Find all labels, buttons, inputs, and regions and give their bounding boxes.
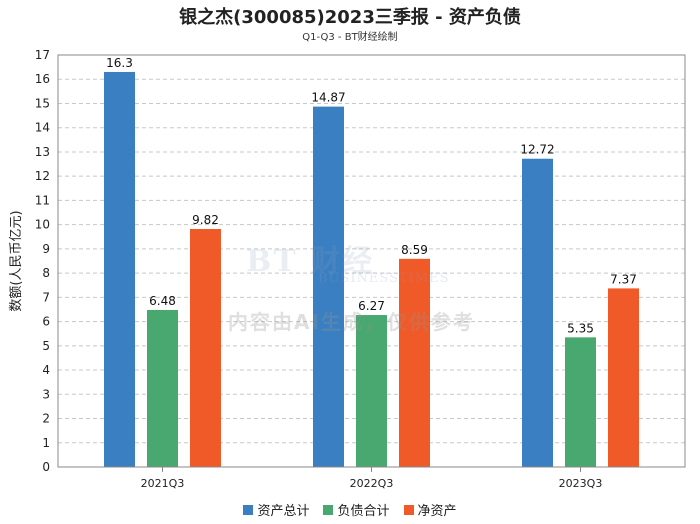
plot-frame <box>57 54 686 468</box>
bar-liabilities-2023Q3[interactable] <box>565 337 596 467</box>
data-label: 9.82 <box>192 213 219 227</box>
bar-net-assets-2023Q3[interactable] <box>608 288 639 467</box>
data-label: 14.87 <box>311 91 345 105</box>
legend-swatch-assets <box>243 504 254 515</box>
y-tick-label: 15 <box>35 96 50 110</box>
data-label: 16.3 <box>106 56 133 70</box>
bar-net-assets-2022Q3[interactable] <box>399 258 430 467</box>
x-tick-label: 2021Q3 <box>141 477 185 490</box>
legend-swatch-liabilities <box>323 504 334 515</box>
y-tick-label: 2 <box>42 412 50 426</box>
legend-label-liabilities: 负债合计 <box>337 504 390 519</box>
watermark-text: 内容由AI生成，仅供参考 <box>228 310 475 334</box>
bars <box>104 71 639 468</box>
y-tick-label: 10 <box>35 218 50 232</box>
x-axis-ticks: 2021Q3 2022Q3 2023Q3 <box>141 467 603 490</box>
bar-liabilities-2021Q3[interactable] <box>147 309 178 467</box>
y-tick-label: 5 <box>42 339 50 353</box>
legend-swatch-net-assets <box>403 504 414 515</box>
data-label: 6.27 <box>358 299 385 313</box>
y-tick-label: 16 <box>35 72 50 86</box>
bar-assets-2021Q3[interactable] <box>104 71 135 467</box>
data-label: 12.72 <box>520 143 554 157</box>
legend: 资产总计 负债合计 净资产 <box>0 500 700 519</box>
bar-net-assets-2021Q3[interactable] <box>190 229 221 467</box>
legend-item-net-assets[interactable]: 净资产 <box>403 500 457 519</box>
bar-liabilities-2022Q3[interactable] <box>356 315 387 467</box>
legend-item-assets[interactable]: 资产总计 <box>243 500 309 519</box>
x-tick-label: 2023Q3 <box>559 477 603 490</box>
y-tick-label: 0 <box>42 460 50 474</box>
y-tick-label: 3 <box>42 387 50 401</box>
data-label: 7.37 <box>610 272 637 286</box>
legend-label-assets: 资产总计 <box>257 504 310 519</box>
legend-item-liabilities[interactable]: 负债合计 <box>323 500 390 519</box>
chart-subtitle: Q1-Q3 - BT财经绘制 <box>302 32 398 43</box>
bar-assets-2023Q3[interactable] <box>522 158 553 468</box>
x-tick-label: 2022Q3 <box>350 477 394 490</box>
watermark-logo-sub: BUSINESSTIMES <box>318 271 450 286</box>
y-tick-label: 4 <box>42 363 50 377</box>
data-labels: 16.3 6.48 9.82 14.87 6.27 8.59 12.72 5.35 7.37 <box>106 56 637 335</box>
data-label: 5.35 <box>567 321 594 335</box>
y-tick-label: 8 <box>42 266 50 280</box>
data-label: 6.48 <box>149 294 176 308</box>
y-tick-label: 17 <box>35 48 50 62</box>
y-tick-label: 1 <box>42 436 50 450</box>
y-tick-label: 13 <box>35 145 50 159</box>
y-tick-label: 9 <box>42 242 50 256</box>
data-label: 8.59 <box>401 243 428 257</box>
y-tick-label: 7 <box>42 290 50 304</box>
y-axis-label: 数额(人民币亿元) <box>9 210 24 311</box>
bar-assets-2022Q3[interactable] <box>313 106 344 467</box>
y-tick-label: 12 <box>35 169 50 183</box>
y-tick-label: 14 <box>35 121 50 135</box>
chart-title: 银之杰(300085)2023三季报 - 资产负债 <box>179 7 521 28</box>
watermark-logo: BT 财经 <box>246 244 375 279</box>
y-tick-label: 6 <box>42 315 50 329</box>
y-tick-label: 11 <box>35 193 50 207</box>
legend-label-net-assets: 净资产 <box>417 504 457 519</box>
